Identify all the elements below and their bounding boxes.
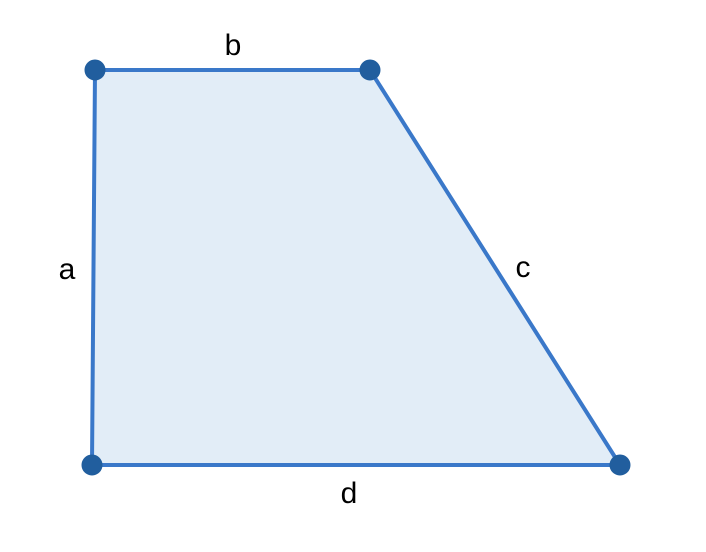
- edge-label-d: d: [341, 477, 358, 511]
- edge-label-b: b: [225, 29, 242, 63]
- vertex-bottomLeft: [82, 455, 102, 475]
- edge-label-a: a: [59, 253, 76, 287]
- trapezoid-diagram: [0, 0, 706, 552]
- vertex-topRight: [360, 60, 380, 80]
- vertex-topLeft: [85, 60, 105, 80]
- polygon-shape: [92, 70, 620, 465]
- edge-label-c: c: [516, 251, 531, 285]
- vertex-bottomRight: [610, 455, 630, 475]
